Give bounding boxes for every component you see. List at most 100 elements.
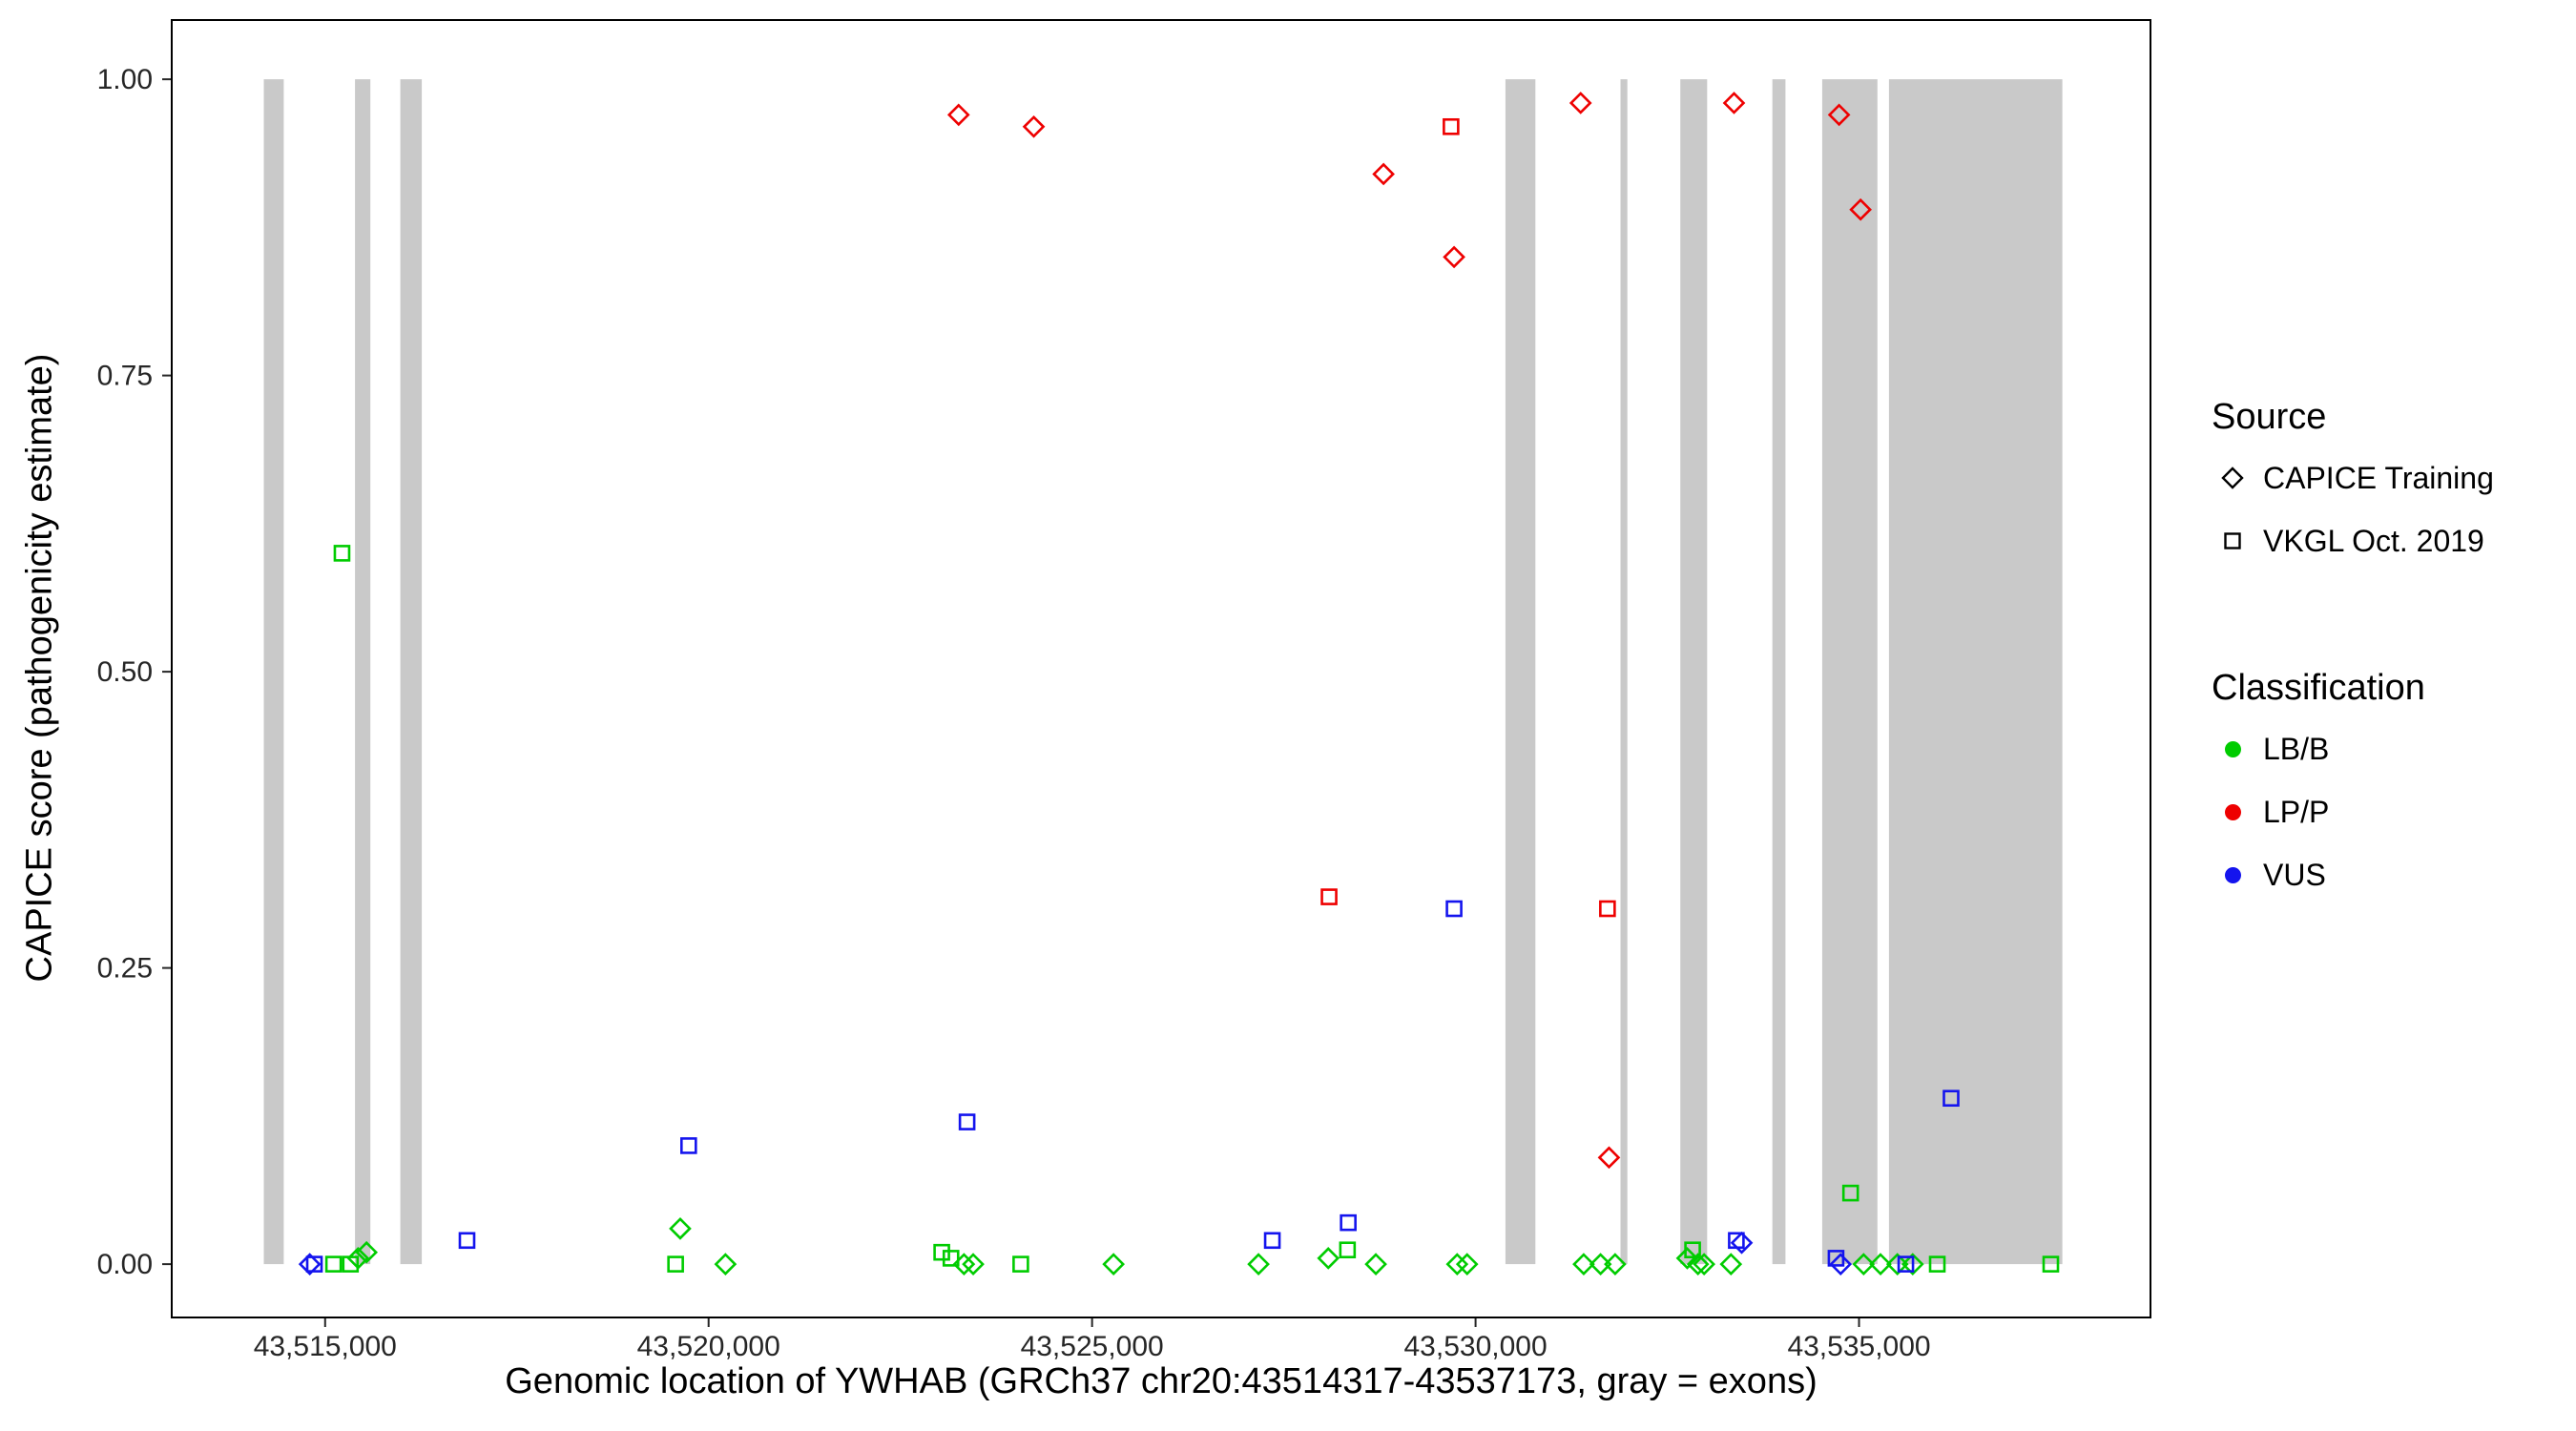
data-point-diamond xyxy=(1693,1253,1715,1275)
y-axis-title: CAPICE score (pathogenicity estimate) xyxy=(19,353,60,983)
data-point-diamond xyxy=(1675,1247,1699,1270)
data-point-square xyxy=(958,1113,976,1130)
data-point-diamond xyxy=(1568,92,1592,114)
data-point-diamond xyxy=(946,103,970,127)
data-point-square xyxy=(324,1255,343,1273)
data-point-square xyxy=(1340,1213,1357,1232)
x-tick-label: 43,530,000 xyxy=(1404,1331,1548,1362)
data-point-square xyxy=(1012,1255,1029,1273)
exon-band xyxy=(1821,79,1878,1265)
data-point-square xyxy=(2042,1255,2060,1273)
exon-band xyxy=(1888,79,2063,1265)
data-point-diamond xyxy=(1022,114,1046,138)
data-point-square xyxy=(1841,1184,1859,1202)
data-point-diamond xyxy=(346,1247,370,1270)
exon-band xyxy=(1680,79,1708,1265)
y-tick-label: 1.00 xyxy=(97,64,153,95)
legend-item-label: LP/P xyxy=(2263,794,2330,829)
data-point-square xyxy=(1445,900,1463,918)
data-point-diamond xyxy=(952,1253,976,1275)
data-point-diamond xyxy=(1829,1253,1853,1275)
data-point-diamond xyxy=(962,1253,985,1275)
legend-item-capice-training: CAPICE Training xyxy=(2212,457,2494,499)
green-dot-icon xyxy=(2212,728,2254,770)
x-tick-label: 43,535,000 xyxy=(1787,1331,1930,1362)
data-point-square xyxy=(1339,1241,1357,1259)
legend-item-label: VKGL Oct. 2019 xyxy=(2263,523,2484,558)
data-point-diamond xyxy=(1827,103,1851,127)
data-point-diamond xyxy=(1247,1253,1270,1275)
legend-source-title: Source xyxy=(2212,397,2327,437)
data-point-diamond xyxy=(1849,197,1872,221)
data-point-square xyxy=(1942,1089,1960,1108)
data-point-square xyxy=(1263,1232,1281,1250)
exon-band xyxy=(400,79,423,1265)
legend-item-lpp: LP/P xyxy=(2212,791,2494,833)
exon-band xyxy=(1620,79,1628,1265)
data-point-square xyxy=(680,1137,697,1154)
data-point-diamond xyxy=(355,1240,379,1264)
x-axis-title: Genomic location of YWHAB (GRCh37 chr20:… xyxy=(505,1361,1818,1401)
blue-dot-icon xyxy=(2212,854,2254,896)
data-point-diamond xyxy=(1317,1247,1340,1270)
square-icon xyxy=(2212,520,2254,562)
data-point-square xyxy=(1897,1255,1915,1273)
data-point-diamond xyxy=(1885,1253,1909,1275)
data-point-diamond xyxy=(298,1253,322,1275)
x-tick-label: 43,525,000 xyxy=(1021,1331,1164,1362)
data-point-diamond xyxy=(669,1217,692,1240)
data-point-diamond xyxy=(1572,1253,1595,1275)
data-point-diamond xyxy=(1372,162,1395,186)
data-point-diamond xyxy=(714,1253,737,1275)
data-point-diamond xyxy=(1722,92,1746,114)
data-point-diamond xyxy=(1597,1146,1621,1170)
data-point-square xyxy=(1320,888,1338,905)
diamond-icon xyxy=(2212,457,2254,499)
data-point-square xyxy=(1599,900,1616,918)
data-point-diamond xyxy=(1730,1231,1754,1255)
data-point-diamond xyxy=(1455,1253,1479,1275)
data-point-square xyxy=(942,1250,960,1267)
data-point-square xyxy=(333,545,351,562)
x-tick-label: 43,520,000 xyxy=(637,1331,780,1362)
legend-item-label: VUS xyxy=(2263,857,2326,892)
red-dot-icon xyxy=(2212,791,2254,833)
data-point-square xyxy=(1684,1241,1701,1259)
data-point-diamond xyxy=(1364,1253,1387,1275)
data-point-diamond xyxy=(1719,1253,1743,1275)
legend-classification-title: Classification xyxy=(2212,668,2425,708)
legend-item-lbb: LB/B xyxy=(2212,728,2494,770)
legend: Source CAPICE Training VKGL Oct. 2019 Cl… xyxy=(2212,396,2494,917)
y-tick-label: 0.00 xyxy=(97,1249,153,1280)
data-point-diamond xyxy=(1686,1253,1710,1275)
y-tick-label: 0.25 xyxy=(97,953,153,985)
data-point-diamond xyxy=(1445,1253,1469,1275)
data-point-diamond xyxy=(1852,1253,1876,1275)
panel-border xyxy=(171,19,2151,1318)
x-tick-label: 43,515,000 xyxy=(254,1331,397,1362)
exon-band xyxy=(263,79,284,1265)
data-point-diamond xyxy=(1589,1253,1612,1275)
legend-item-label: CAPICE Training xyxy=(2263,460,2494,495)
exon-band xyxy=(1505,79,1536,1265)
y-tick-label: 0.75 xyxy=(97,361,153,392)
data-point-diamond xyxy=(1102,1253,1125,1275)
exon-band xyxy=(355,79,371,1265)
data-point-diamond xyxy=(1443,245,1465,269)
data-point-diamond xyxy=(1869,1253,1892,1275)
legend-gap xyxy=(2212,583,2494,667)
legend-item-vkgl: VKGL Oct. 2019 xyxy=(2212,520,2494,562)
data-point-square xyxy=(1443,117,1460,135)
data-point-square xyxy=(667,1255,684,1273)
data-point-square xyxy=(1928,1255,1946,1273)
legend-item-vus: VUS xyxy=(2212,854,2494,896)
exon-band xyxy=(1772,79,1786,1265)
data-point-diamond xyxy=(1901,1253,1924,1275)
data-point-square xyxy=(305,1255,323,1273)
data-point-square xyxy=(458,1232,476,1250)
data-point-diamond xyxy=(1604,1253,1627,1275)
legend-item-label: LB/B xyxy=(2263,731,2330,766)
y-tick-label: 0.50 xyxy=(97,656,153,688)
